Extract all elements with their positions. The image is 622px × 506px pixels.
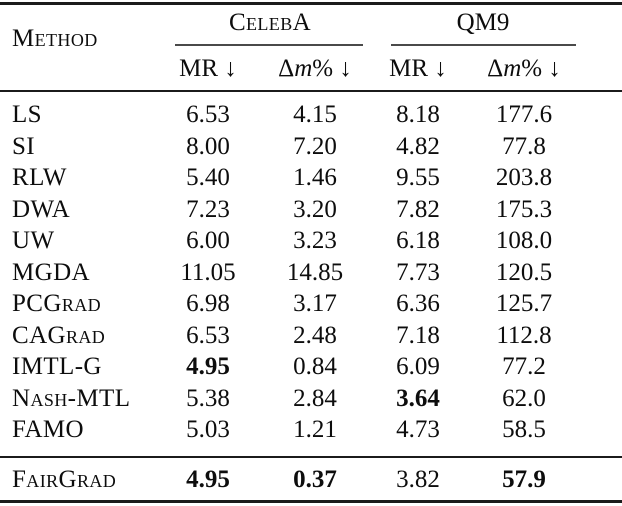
value-cell: 6.09 — [396, 353, 440, 380]
value-cell: 4.15 — [293, 101, 337, 128]
table-body: LS 6.53 4.15 8.18 177.6 SI 8.00 7.20 4.8… — [0, 99, 622, 446]
value-cell: 3.23 — [293, 227, 337, 254]
value-cell: 2.48 — [293, 321, 337, 349]
value-cell: 1.46 — [293, 164, 337, 191]
method-cell: FAMO — [12, 416, 84, 443]
method-cell: Nash-MTL — [12, 384, 131, 412]
value-cell: 5.03 — [186, 416, 230, 443]
method-cell: SI — [12, 132, 36, 160]
bottom-rule — [0, 500, 622, 503]
method-cell: LS — [12, 101, 42, 128]
value-cell: 5.40 — [186, 164, 230, 191]
value-cell: 7.82 — [396, 195, 440, 223]
method-cell: DWA — [12, 195, 71, 223]
value-cell: 112.8 — [496, 321, 552, 349]
value-cell: 6.36 — [396, 290, 440, 317]
value-cell: 7.18 — [396, 321, 440, 349]
mid-rule — [0, 455, 622, 458]
header-bottom-rule — [0, 89, 622, 92]
subheader-row: MR ↓ Δm% ↓ MR ↓ Δm% ↓ — [0, 53, 622, 84]
value-cell: 177.6 — [495, 101, 553, 128]
column-header-method: Method — [12, 25, 98, 52]
value-cell: 6.98 — [186, 290, 230, 317]
column-header-qm9-mr: MR ↓ — [389, 54, 447, 82]
value-cell: 108.0 — [495, 227, 553, 254]
value-cell: 3.82 — [396, 466, 440, 494]
value-cell: 4.95 — [186, 353, 230, 380]
cmidrule-celeba — [175, 44, 363, 46]
group-header-celeba: CelebA — [228, 9, 312, 36]
value-cell: 7.20 — [293, 132, 337, 160]
value-cell: 3.17 — [293, 290, 337, 317]
value-cell: 77.2 — [502, 353, 546, 380]
value-cell: 8.18 — [396, 101, 440, 128]
value-cell: 7.23 — [186, 195, 230, 223]
value-cell: 0.37 — [293, 466, 337, 494]
value-cell: 9.55 — [396, 164, 440, 191]
value-cell: 6.00 — [186, 227, 230, 254]
value-cell: 7.73 — [396, 258, 440, 286]
value-cell: 125.7 — [495, 290, 553, 317]
method-cell: MGDA — [12, 258, 90, 286]
fairgrad-row: FairGrad 4.95 0.37 3.82 57.9 — [0, 465, 622, 497]
column-header-qm9-dm: Δm% ↓ — [487, 54, 561, 82]
value-cell: 4.82 — [396, 132, 440, 160]
value-cell: 4.73 — [396, 416, 440, 443]
value-cell: 175.3 — [495, 195, 553, 223]
value-cell: 6.18 — [396, 227, 440, 254]
group-header-qm9: QM9 — [456, 9, 510, 36]
value-cell: 3.20 — [293, 195, 337, 223]
method-cell: UW — [12, 227, 55, 254]
cmidrule-qm9 — [391, 44, 576, 46]
value-cell: 203.8 — [495, 164, 553, 191]
column-header-celeba-dm: Δm% ↓ — [278, 54, 352, 82]
value-cell: 1.21 — [293, 416, 337, 443]
value-cell: 2.84 — [293, 384, 337, 412]
value-cell: 14.85 — [286, 258, 344, 286]
group-header-row: CelebA QM9 — [0, 8, 622, 38]
value-cell: 62.0 — [502, 384, 546, 412]
value-cell: 11.05 — [180, 258, 236, 286]
value-cell: 4.95 — [186, 466, 230, 494]
value-cell: 57.9 — [502, 466, 546, 494]
column-header-celeba-mr: MR ↓ — [179, 54, 237, 82]
method-cell: FairGrad — [12, 466, 117, 494]
value-cell: 6.53 — [186, 101, 230, 128]
value-cell: 120.5 — [495, 258, 553, 286]
top-rule — [0, 2, 622, 5]
value-cell: 6.53 — [186, 321, 230, 349]
value-cell: 3.64 — [396, 384, 440, 412]
value-cell: 8.00 — [186, 132, 230, 160]
method-cell: CAGrad — [12, 321, 106, 349]
value-cell: 0.84 — [293, 353, 337, 380]
value-cell: 58.5 — [502, 416, 546, 443]
value-cell: 77.8 — [502, 132, 546, 160]
method-cell: IMTL-G — [12, 353, 102, 380]
value-cell: 5.38 — [186, 384, 230, 412]
method-cell: PCGrad — [12, 290, 102, 317]
method-cell: RLW — [12, 164, 67, 191]
